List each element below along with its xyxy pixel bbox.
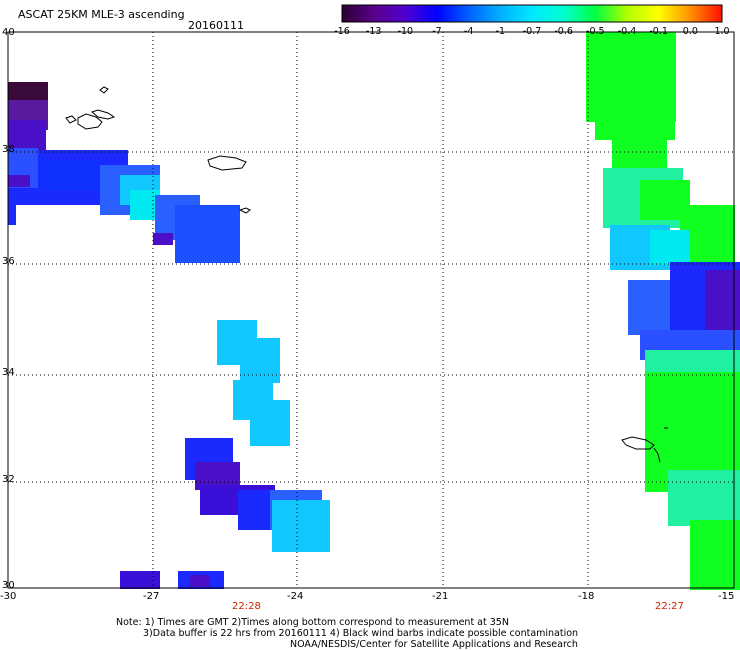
data-cell (690, 520, 740, 590)
swath-left-middle (120, 320, 330, 589)
note-line-1: Note: 1) Times are GMT 2)Times along bot… (116, 617, 509, 628)
note-line-3: NOAA/NESDIS/Center for Satellite Applica… (290, 639, 578, 650)
colorbar (341, 4, 723, 23)
coastlines (65, 86, 668, 463)
island-outline (621, 436, 655, 450)
data-cell (645, 350, 740, 375)
data-cell (175, 205, 240, 263)
island-outline (99, 86, 109, 94)
colorbar-tick-label: -0.5 (586, 26, 605, 37)
lon-label-neg24: -24 (287, 591, 304, 602)
lon-label-neg18: -18 (578, 591, 595, 602)
colorbar-tick-label: -0.4 (617, 26, 637, 37)
island-outline (238, 207, 251, 214)
colorbar-tick-label: -13 (365, 26, 382, 37)
colorbar-tick-label: 0.0 (682, 26, 698, 37)
colorbar-tick-label: -16 (334, 26, 350, 37)
colorbar-tick-label: -0.6 (554, 26, 573, 37)
colorbar-tick-label: -0.7 (522, 26, 542, 37)
lat-label-36: 36 (2, 256, 15, 267)
lat-label-34: 34 (2, 367, 15, 378)
lon-label-neg21: -21 (432, 591, 449, 602)
data-cell (272, 500, 330, 552)
lat-label-40: 40 (2, 27, 15, 38)
lat-label-32: 32 (2, 474, 15, 485)
colorbar-tick-label: -0.1 (649, 26, 668, 37)
data-cell (250, 400, 290, 446)
pass-time-left: 22:28 (232, 601, 261, 612)
data-cell (650, 230, 690, 265)
plot-frame (7, 31, 735, 589)
graticule (8, 32, 734, 588)
data-cell (8, 175, 30, 187)
data-cell (40, 160, 100, 190)
island-outline (65, 115, 77, 124)
lat-label-30: 30 (2, 580, 15, 591)
data-cell (153, 233, 173, 245)
colorbar-tick-label: 1.0 (714, 26, 730, 37)
colorbar-tick-label: -10 (397, 26, 414, 37)
lon-label-neg15: -15 (718, 591, 735, 602)
island-outline (207, 155, 247, 171)
swath-left-upper (8, 82, 240, 263)
swath-right (586, 32, 740, 590)
island-outline (653, 447, 661, 463)
map-title: ASCAT 25KM MLE-3 ascending (18, 8, 185, 21)
note-line-2: 3)Data buffer is 22 hrs from 20160111 4)… (143, 628, 579, 639)
island-outline (77, 113, 103, 130)
colorbar-tick-label: -1 (495, 26, 506, 37)
data-cell (8, 200, 16, 225)
plot-area (7, 31, 740, 590)
island-outline (90, 109, 116, 120)
lon-label-neg30: -30 (0, 591, 17, 602)
data-cell (668, 470, 740, 526)
data-cell (8, 120, 46, 150)
colorbar-tick-label: -4 (463, 26, 474, 37)
data-cell (120, 571, 160, 589)
colorbar-gradient (341, 4, 723, 23)
map-date: 20160111 (188, 19, 244, 32)
pass-time-right: 22:27 (655, 601, 684, 612)
colorbar-tick-label: -7 (432, 26, 442, 37)
data-cell (705, 270, 740, 335)
lat-label-38: 38 (2, 144, 15, 155)
data-cell (190, 575, 210, 587)
data-cell (240, 338, 280, 383)
data-cell (595, 100, 675, 140)
lon-label-neg27: -27 (143, 591, 160, 602)
